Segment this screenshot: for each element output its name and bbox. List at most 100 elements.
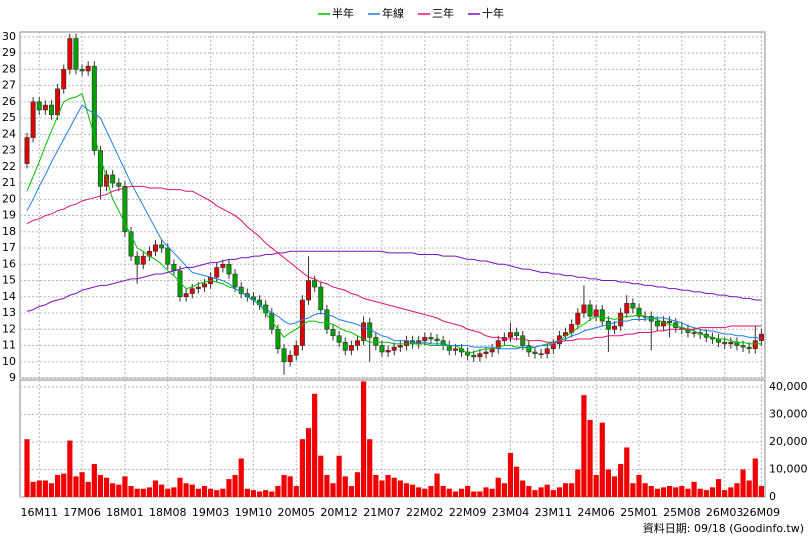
candle-body xyxy=(397,345,403,348)
candle-body xyxy=(232,273,238,288)
volume-bar xyxy=(42,480,48,497)
volume-bar xyxy=(514,466,520,497)
volume-bar xyxy=(36,480,42,497)
candle-body xyxy=(422,337,428,341)
volume-bar xyxy=(532,490,538,497)
volume-bar xyxy=(630,483,636,497)
x-tick-label: 19M03 xyxy=(192,506,230,519)
price-panel xyxy=(19,31,766,379)
volume-bar xyxy=(697,488,703,497)
volume-bar xyxy=(556,487,563,497)
candle-body xyxy=(336,335,342,343)
volume-bar xyxy=(165,488,171,497)
x-tick-label: 21M07 xyxy=(363,506,401,519)
candle-body xyxy=(165,247,171,265)
y-tick-label: 14 xyxy=(2,290,16,303)
volume-bar xyxy=(746,480,752,497)
volume-bar xyxy=(385,474,391,497)
candle-body xyxy=(624,302,630,314)
volume-bar xyxy=(152,480,159,497)
volume-bar xyxy=(483,487,489,497)
volume-bar xyxy=(550,490,556,497)
volume-bar xyxy=(312,393,318,497)
volume-bar xyxy=(195,488,201,497)
volume-bar xyxy=(67,440,73,497)
candle-body xyxy=(636,307,642,317)
y-tick-label: 20 xyxy=(2,192,16,205)
volume-bar xyxy=(648,485,654,497)
volume-bar xyxy=(189,484,195,497)
y-tick-label: 17 xyxy=(2,241,16,254)
y-tick-label: 26 xyxy=(2,95,16,108)
footer: 資料日期: 09/18 (Goodinfo.tw) xyxy=(643,521,804,535)
volume-bar xyxy=(244,488,250,497)
ma-line xyxy=(26,92,762,355)
volume-bar xyxy=(440,485,446,497)
y-tick-label: 16 xyxy=(2,257,16,270)
volume-bar xyxy=(256,491,263,497)
volume-bar xyxy=(660,487,667,497)
volume-bar xyxy=(758,485,764,497)
candle-body xyxy=(587,304,593,317)
volume-bar xyxy=(477,491,483,497)
candle-body xyxy=(122,186,128,233)
volume-bar xyxy=(654,488,660,497)
volume-bar xyxy=(428,485,434,497)
legend-label: 三年 xyxy=(432,6,454,20)
y-tick-label: 21 xyxy=(2,176,16,189)
candle-body xyxy=(373,337,379,346)
candle-body xyxy=(171,263,177,272)
volume-bar xyxy=(336,455,342,497)
volume-bar xyxy=(128,485,134,497)
volume-bar xyxy=(146,487,152,497)
volume-bar xyxy=(379,480,385,497)
y-tick-label: 15 xyxy=(2,274,16,287)
candle-body xyxy=(201,283,207,288)
candle-body xyxy=(104,174,110,187)
volume-bar xyxy=(373,474,379,497)
volume-bar xyxy=(30,481,36,497)
volume-bar xyxy=(324,474,330,497)
volume-bar xyxy=(275,485,281,497)
volume-bar xyxy=(740,469,746,497)
volume-bar xyxy=(538,487,544,497)
candle-body xyxy=(342,341,348,351)
volume-bar xyxy=(361,381,367,497)
x-tick-label: 16M11 xyxy=(20,506,58,519)
volume-bar xyxy=(238,458,244,497)
candle-body xyxy=(134,255,140,265)
volume-bar xyxy=(642,483,648,497)
candle-body xyxy=(581,304,587,314)
volume-bar xyxy=(263,490,269,497)
volume-bar xyxy=(183,483,189,497)
candle-body xyxy=(79,69,85,72)
volume-bar xyxy=(495,477,501,497)
candle-body xyxy=(691,332,697,334)
x-tick-label: 19M10 xyxy=(235,506,273,519)
volume-bar xyxy=(110,483,116,497)
volume-bar xyxy=(348,485,354,497)
candle-body xyxy=(318,286,324,311)
candle-body xyxy=(330,328,336,337)
volume-bar xyxy=(465,485,471,497)
volume-bar xyxy=(593,474,599,497)
x-tick-label: 18M08 xyxy=(149,506,187,519)
x-tick-label: 17M06 xyxy=(63,506,101,519)
candle-body xyxy=(73,38,79,70)
candle-body xyxy=(299,299,305,346)
ma-line xyxy=(26,104,762,350)
candle-body xyxy=(159,244,165,249)
candle-body xyxy=(428,337,434,340)
volume-bar xyxy=(214,490,220,497)
candle-body xyxy=(593,309,599,317)
candle-body xyxy=(618,312,624,327)
volume-bar xyxy=(305,428,312,497)
volume-bar xyxy=(605,469,611,497)
volume-bar xyxy=(220,488,226,497)
volume-bar xyxy=(624,447,630,497)
y-tick-label: 27 xyxy=(2,79,16,92)
volume-bar xyxy=(103,477,110,497)
candle-body xyxy=(630,302,636,309)
volume-bar xyxy=(575,469,581,497)
volume-bar xyxy=(140,488,146,497)
